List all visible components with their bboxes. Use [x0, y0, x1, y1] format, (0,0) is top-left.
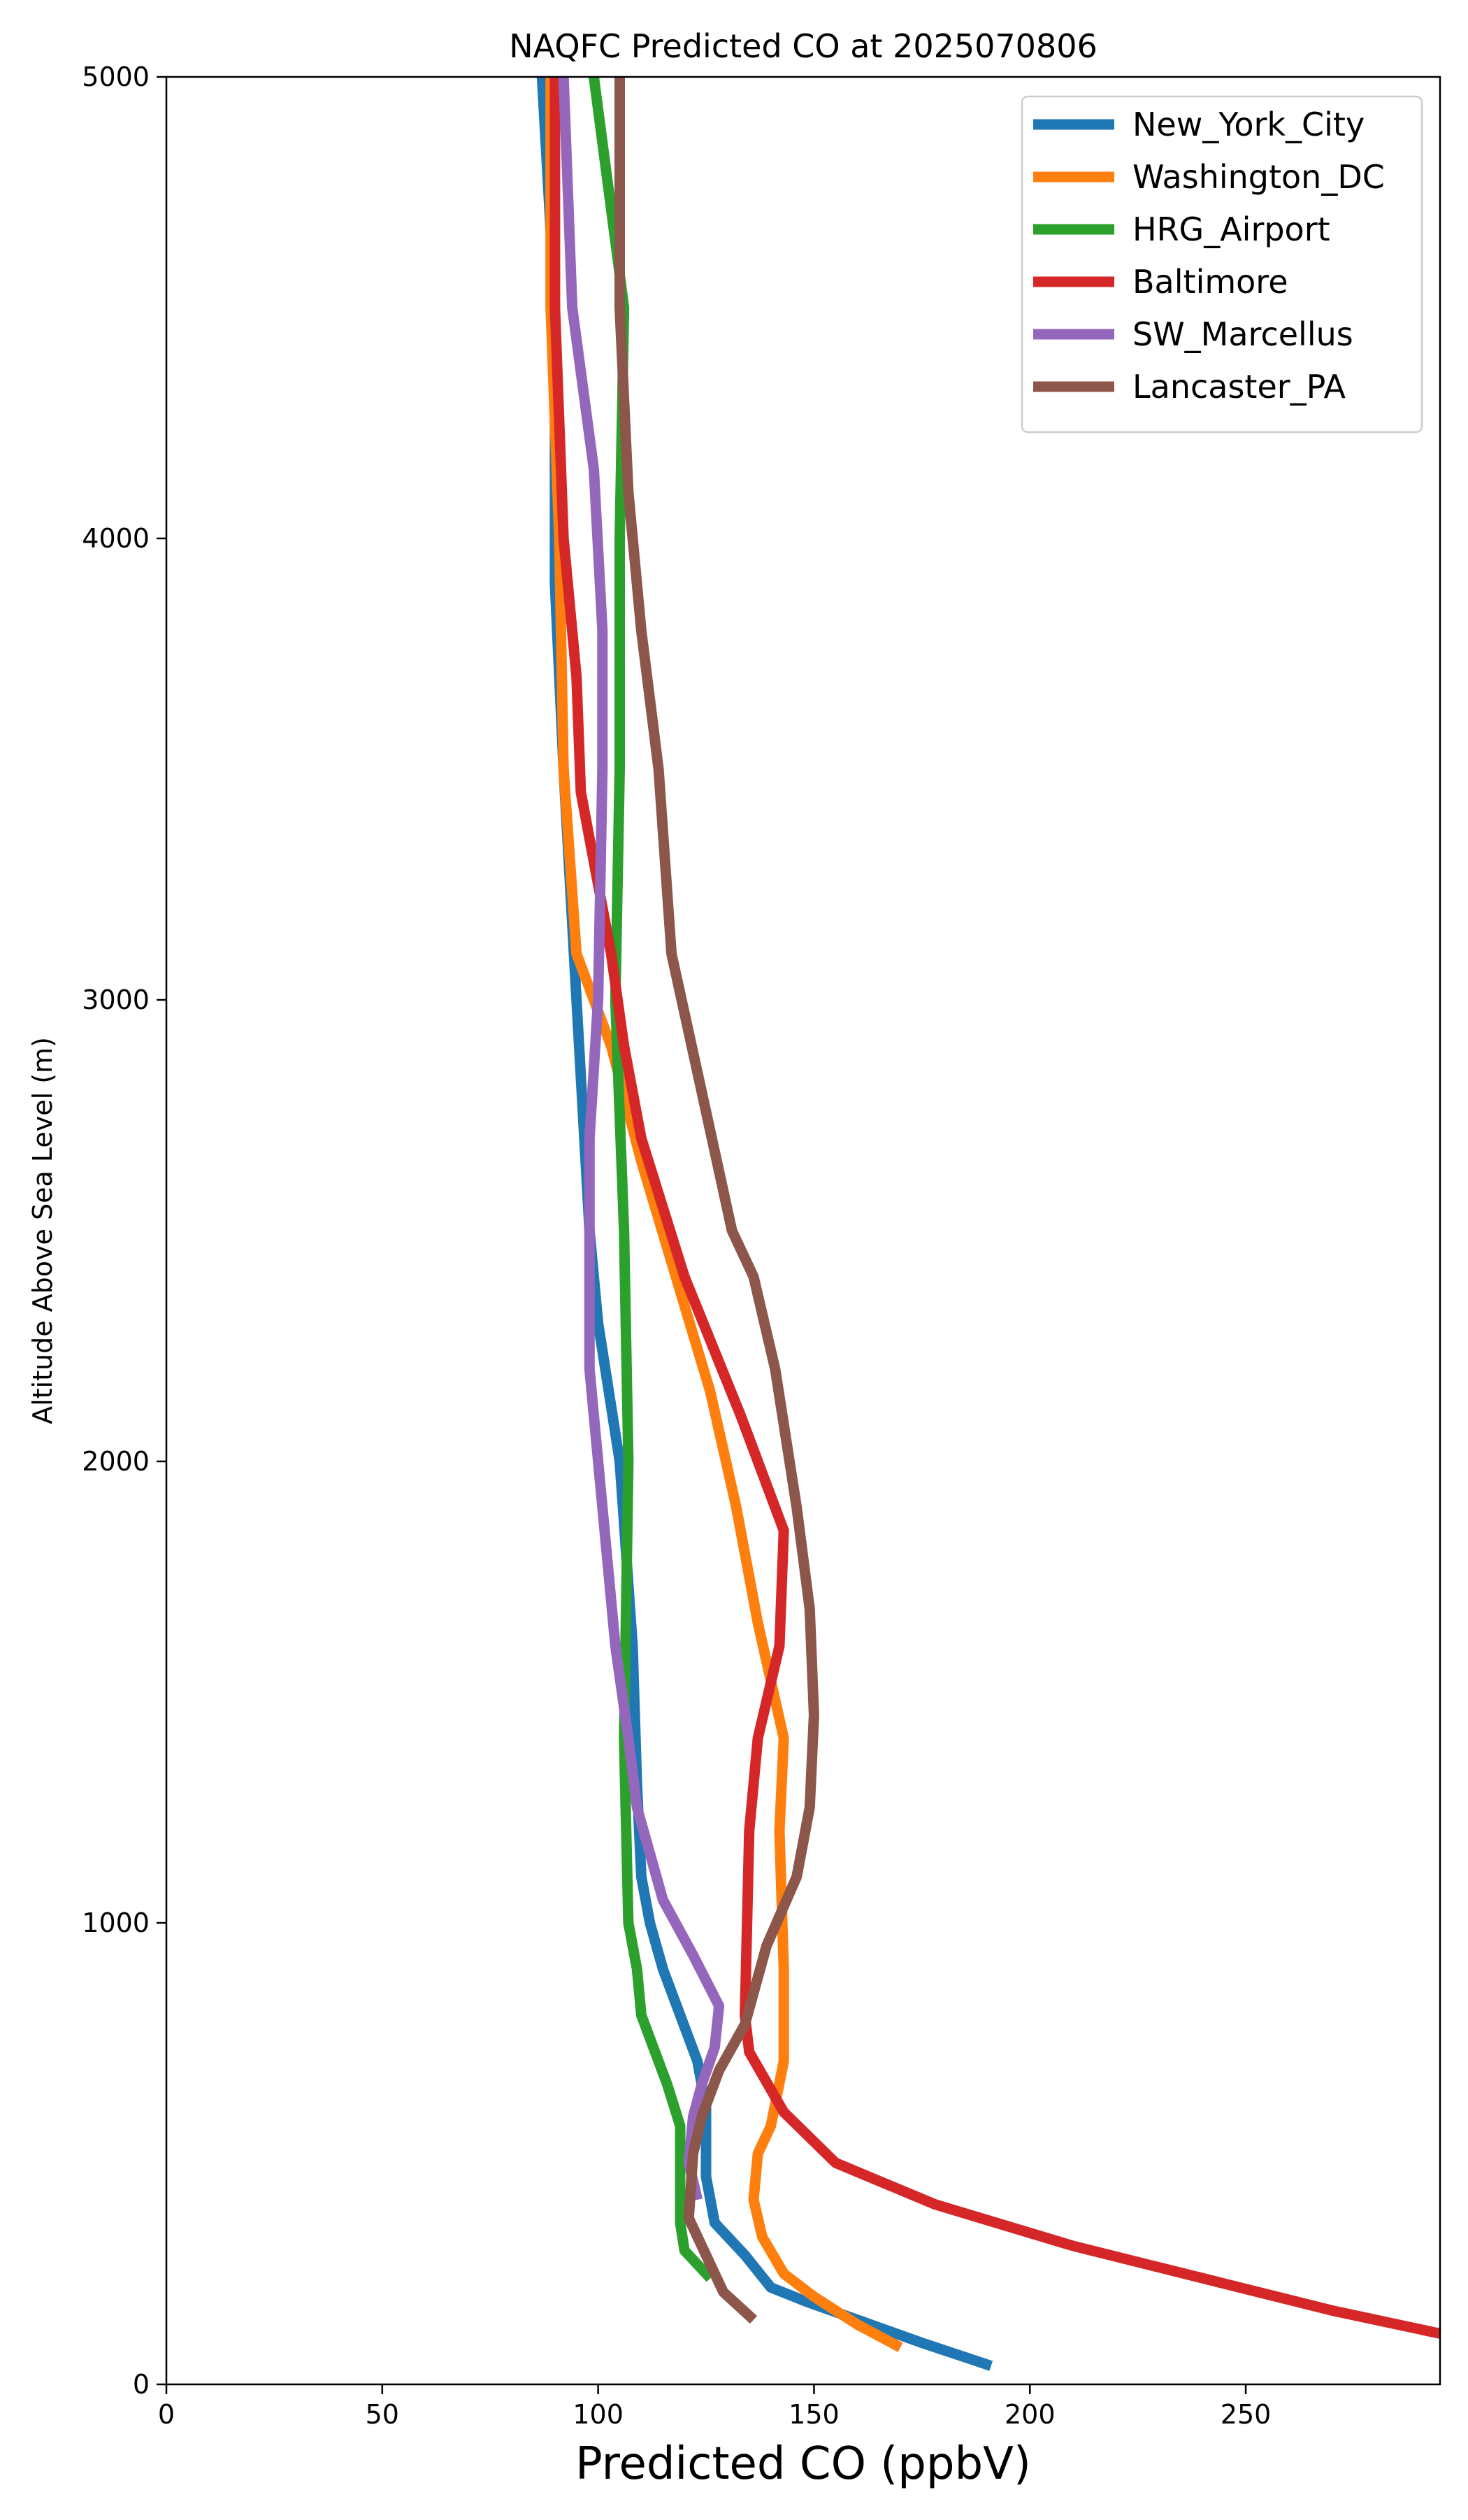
series-line-baltimore: [549, 77, 1441, 2339]
y-tick-label: 3000: [82, 985, 150, 1015]
y-tick-label: 4000: [82, 523, 150, 554]
series-layer: [536, 76, 1441, 2371]
legend-label: SW_Marcellus: [1132, 315, 1353, 353]
y-axis-label: Altitude Above Sea Level (m): [27, 1037, 58, 1424]
y-tick-label: 2000: [82, 1446, 150, 1477]
legend-label: HRG_Airport: [1132, 210, 1330, 248]
chart-title: NAQFC Predicted CO at 2025070806: [509, 27, 1098, 65]
y-tick-label: 0: [133, 2369, 150, 2400]
y-axis-ticks: 0 1000 2000 3000 4000 5000: [82, 62, 166, 2400]
legend-label: Lancaster_PA: [1132, 368, 1346, 406]
y-tick-label: 1000: [82, 1907, 150, 1938]
x-axis-ticks: 0 50 100 150 200 250: [158, 2384, 1271, 2430]
legend-box: [1021, 95, 1423, 434]
series-line-sw-marcellus: [558, 76, 725, 2201]
x-tick-label: 200: [1005, 2399, 1056, 2430]
legend-label: Baltimore: [1132, 263, 1288, 301]
series-line-lancaster-pa: [614, 77, 819, 2324]
x-tick-label: 100: [573, 2399, 624, 2430]
series-line-washington-dc: [545, 77, 903, 2352]
y-tick-label: 5000: [82, 62, 150, 92]
x-tick-label: 250: [1221, 2399, 1272, 2430]
legend-label: New_York_City: [1132, 106, 1365, 143]
plot-frame: [165, 76, 1441, 2386]
x-tick-label: 0: [158, 2399, 175, 2430]
x-axis-label: Predicted CO (ppbV): [575, 2438, 1031, 2490]
x-tick-label: 50: [366, 2399, 399, 2430]
series-line-hrg-airport: [589, 76, 714, 2282]
legend: New_York_City Washington_DC HRG_Airport Bal…: [1021, 95, 1423, 434]
x-tick-label: 150: [789, 2399, 840, 2430]
legend-label: Washington_DC: [1132, 158, 1385, 196]
